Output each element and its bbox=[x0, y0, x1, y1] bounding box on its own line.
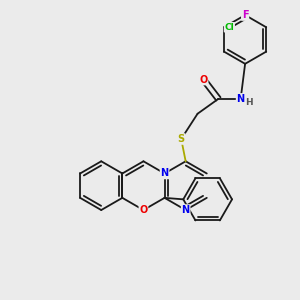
Text: S: S bbox=[178, 134, 185, 144]
Text: N: N bbox=[182, 205, 190, 215]
Text: O: O bbox=[200, 75, 208, 85]
Text: Cl: Cl bbox=[224, 23, 234, 32]
Text: O: O bbox=[139, 205, 148, 215]
Text: H: H bbox=[245, 98, 253, 107]
Text: N: N bbox=[237, 94, 245, 104]
Text: F: F bbox=[242, 10, 248, 20]
Text: N: N bbox=[160, 169, 169, 178]
